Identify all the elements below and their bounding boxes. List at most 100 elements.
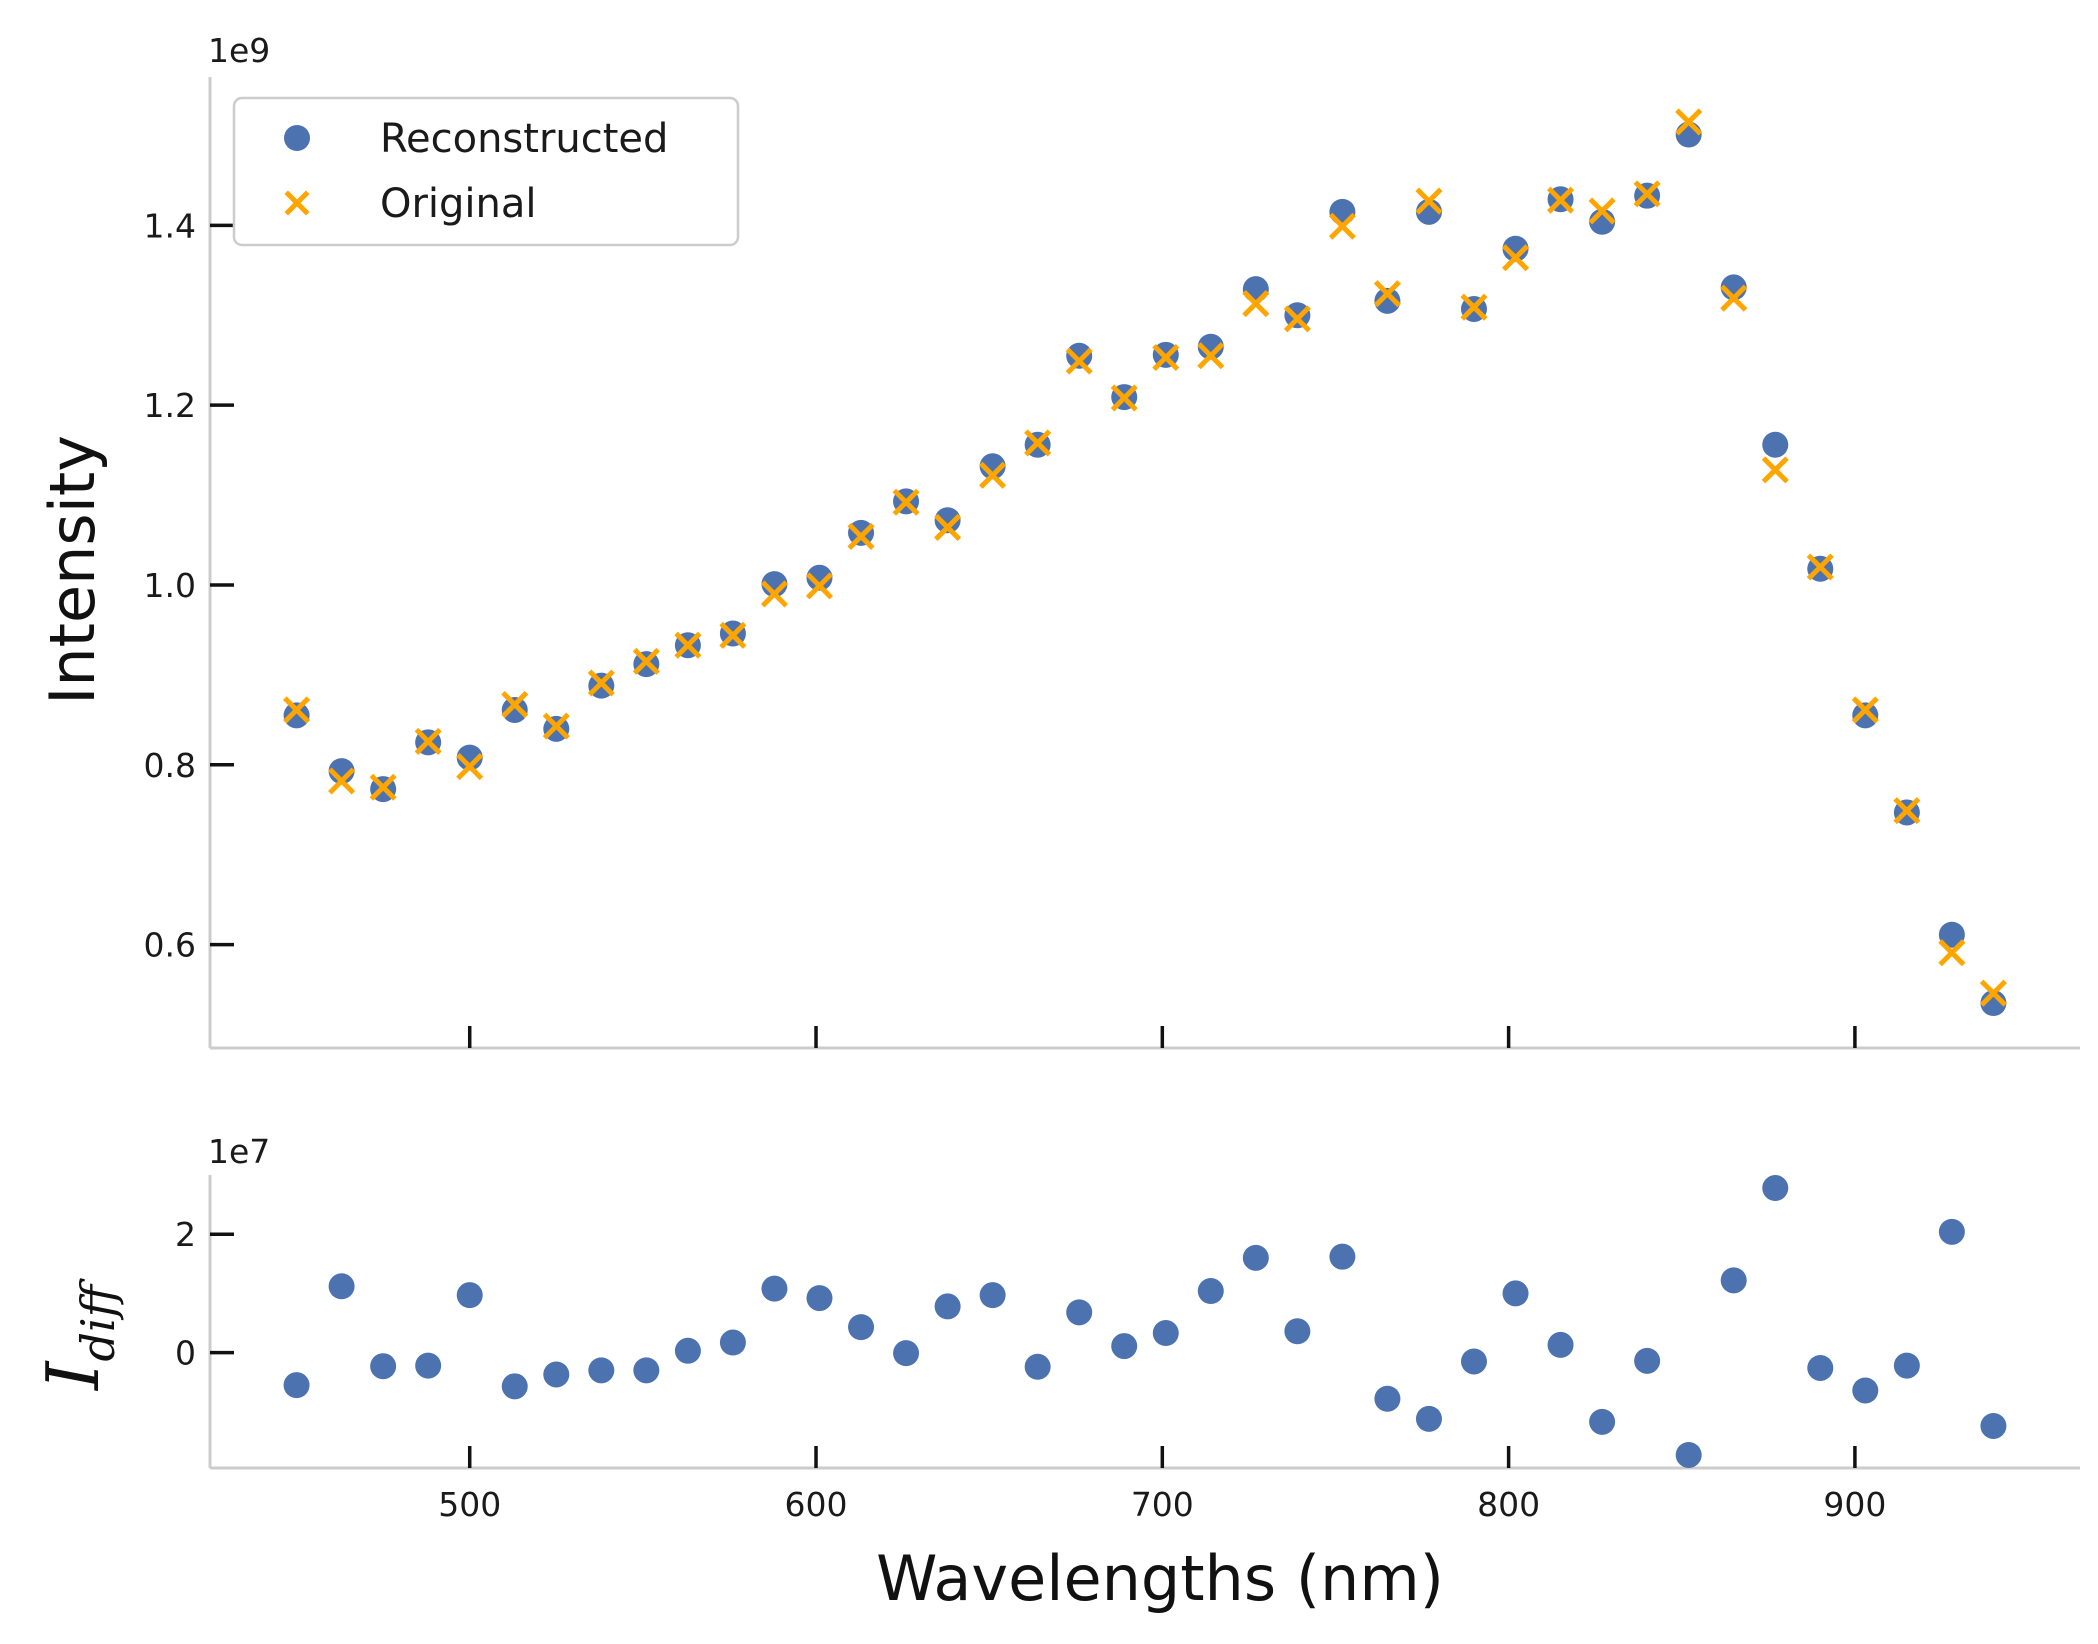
original-point xyxy=(1893,797,1921,825)
diff-point xyxy=(1284,1318,1311,1345)
bottom-y-axis-title-main: I xyxy=(31,1360,115,1392)
diff-point xyxy=(1502,1280,1529,1307)
diff-point xyxy=(848,1314,875,1341)
diff-point xyxy=(1374,1385,1401,1412)
original-point xyxy=(847,522,875,550)
legend-frame xyxy=(232,96,740,247)
legend-original-marker xyxy=(284,190,310,216)
diff-point xyxy=(1197,1278,1224,1305)
diff-point xyxy=(1066,1299,1093,1326)
bottom-y-axis-title-sub: diff xyxy=(71,1277,125,1361)
original-point xyxy=(1851,696,1879,724)
diff-point xyxy=(1938,1218,1965,1245)
original-point xyxy=(1110,384,1138,412)
original-point xyxy=(1024,429,1052,457)
top-y-tick-label-4: 1.4 xyxy=(144,206,196,245)
bottom-multiplier-label: 1e7 xyxy=(208,1132,270,1171)
original-point xyxy=(369,773,397,801)
reconstructed-point xyxy=(1284,302,1311,329)
original-point xyxy=(805,572,834,600)
top-y-tick-label-3: 1.2 xyxy=(144,386,196,425)
original-point xyxy=(1938,939,1966,967)
diff-point xyxy=(1675,1441,1702,1468)
original-point xyxy=(1242,290,1270,318)
reconstructed-point xyxy=(1197,333,1224,360)
diff-point xyxy=(501,1373,528,1400)
original-point xyxy=(979,461,1007,489)
original-point xyxy=(674,631,702,659)
bottom-y-tick-label-0: 0 xyxy=(175,1334,196,1373)
legend-reconstructed-marker xyxy=(284,125,310,151)
original-point xyxy=(456,753,484,781)
diff-point xyxy=(1634,1347,1661,1374)
diff-point xyxy=(633,1357,660,1384)
top-points xyxy=(283,108,2007,1017)
x-tick-label-3: 800 xyxy=(1477,1485,1540,1524)
diff-point xyxy=(1852,1377,1879,1404)
original-point xyxy=(1761,456,1789,484)
diff-point xyxy=(934,1293,961,1320)
original-point xyxy=(1152,343,1180,372)
legend-reconstructed-label: Reconstructed xyxy=(380,116,668,162)
reconstructed-point xyxy=(456,744,483,771)
top-x-ticks xyxy=(467,1026,1857,1048)
diff-point xyxy=(1589,1408,1616,1435)
diff-point xyxy=(588,1357,615,1384)
bottom-x-ticks: 500 600 700 800 900 xyxy=(438,1446,1886,1524)
diff-point xyxy=(1152,1320,1179,1347)
original-point xyxy=(892,488,920,516)
bottom-panel: 02 500 600 700 800 900 1e7 Idiff Wavelengths… xyxy=(31,1132,2080,1615)
diff-point xyxy=(806,1285,833,1312)
diff-point xyxy=(1547,1331,1574,1358)
reconstructed-point xyxy=(806,564,833,591)
bottom-y-ticks: 02 xyxy=(175,1215,234,1373)
diff-point xyxy=(1893,1352,1920,1379)
original-point xyxy=(934,513,962,541)
reconstructed-point xyxy=(283,702,310,729)
diff-point xyxy=(1415,1405,1442,1432)
reconstructed-point xyxy=(1066,342,1093,369)
diff-point xyxy=(1329,1243,1356,1270)
original-point xyxy=(632,647,660,675)
diff-point xyxy=(283,1372,310,1399)
reconstructed-point xyxy=(1762,431,1789,458)
reconstructed-point xyxy=(1852,702,1879,729)
original-point xyxy=(1675,108,1703,136)
original-point xyxy=(1979,979,2007,1007)
diff-point xyxy=(979,1282,1006,1309)
original-point xyxy=(328,767,356,795)
legend: Reconstructed Original xyxy=(232,96,740,247)
original-point xyxy=(542,712,570,740)
reconstructed-point xyxy=(934,507,961,534)
diff-point xyxy=(1024,1353,1051,1380)
x-tick-label-2: 700 xyxy=(1131,1485,1194,1524)
reconstructed-point xyxy=(1938,921,1965,948)
original-point xyxy=(1328,212,1356,240)
legend-original-label: Original xyxy=(380,181,537,227)
reconstructed-point xyxy=(1242,276,1269,303)
original-point xyxy=(1502,244,1530,272)
diff-point xyxy=(1762,1175,1789,1202)
diff-point xyxy=(370,1353,397,1380)
x-tick-label-1: 600 xyxy=(785,1485,848,1524)
original-point xyxy=(1720,284,1748,312)
top-y-tick-label-1: 0.8 xyxy=(144,746,196,785)
reconstructed-point xyxy=(501,696,528,723)
original-point xyxy=(1065,347,1093,375)
original-point xyxy=(1415,187,1443,215)
diff-point xyxy=(1242,1244,1269,1271)
original-point xyxy=(1588,197,1616,225)
reconstructed-point xyxy=(848,519,875,546)
original-point xyxy=(1373,280,1401,308)
diff-point xyxy=(1111,1333,1138,1360)
original-point xyxy=(1806,553,1834,581)
original-point xyxy=(1633,180,1661,208)
top-multiplier-label: 1e9 xyxy=(208,31,270,70)
original-point xyxy=(501,691,529,719)
bottom-y-axis-title: Idiff xyxy=(31,1277,125,1392)
diff-point xyxy=(1460,1348,1487,1375)
diff-point xyxy=(893,1340,920,1367)
reconstructed-point xyxy=(979,453,1006,480)
top-y-axis-title: Intensity xyxy=(36,435,109,705)
